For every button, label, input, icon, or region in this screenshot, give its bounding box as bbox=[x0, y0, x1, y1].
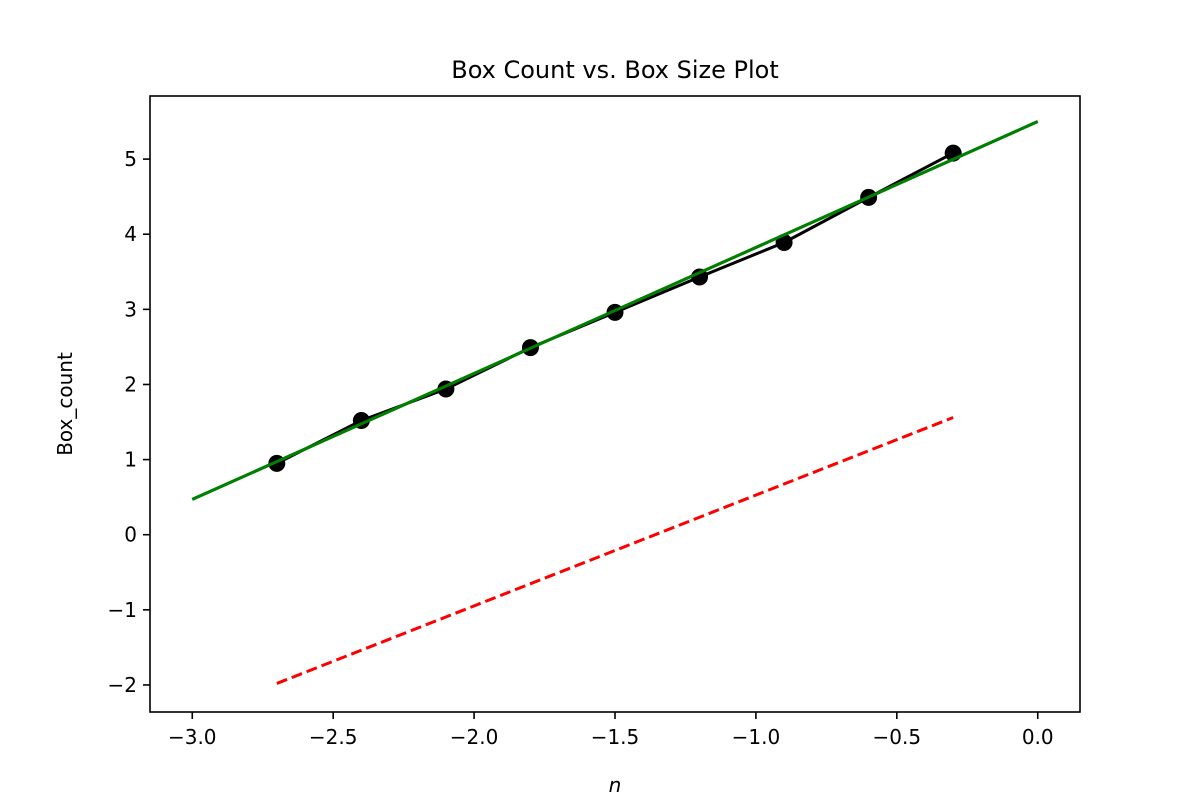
y-tick-label: 3 bbox=[124, 297, 137, 321]
series-group bbox=[191, 120, 1039, 685]
axes-layer: −3.0 −2.5 −2.0 −1.5 −1.0 −0.5 0.0 −2 −1 0 1 2 3 4 5 bbox=[108, 95, 1081, 749]
y-tick-label: 5 bbox=[124, 147, 137, 171]
x-axis-label: n bbox=[609, 773, 622, 797]
x-tick-label: −2.5 bbox=[309, 725, 358, 749]
plot-layer bbox=[191, 120, 1039, 685]
y-tick-label: 4 bbox=[124, 222, 137, 246]
x-tick-label: −3.0 bbox=[168, 725, 217, 749]
plot-frame bbox=[149, 95, 1081, 713]
data-point bbox=[691, 268, 709, 286]
x-tick-label: −1.5 bbox=[591, 725, 640, 749]
y-tick-label: 1 bbox=[124, 448, 137, 472]
series-dashed-line bbox=[276, 416, 954, 685]
x-tick-label: −1.0 bbox=[732, 725, 781, 749]
y-tick-label: 2 bbox=[124, 372, 137, 396]
x-tick-label: −0.5 bbox=[873, 725, 922, 749]
x-tick-label: −2.0 bbox=[450, 725, 499, 749]
series-fit-line-overlay bbox=[191, 120, 1039, 501]
y-tick-label: −1 bbox=[108, 598, 137, 622]
x-tick-label: 0.0 bbox=[1022, 725, 1054, 749]
y-tick-label: 0 bbox=[124, 523, 137, 547]
y-axis-label: Box_count bbox=[53, 352, 77, 456]
y-tick-label: −2 bbox=[108, 673, 137, 697]
chart-title: Box Count vs. Box Size Plot bbox=[451, 56, 778, 84]
